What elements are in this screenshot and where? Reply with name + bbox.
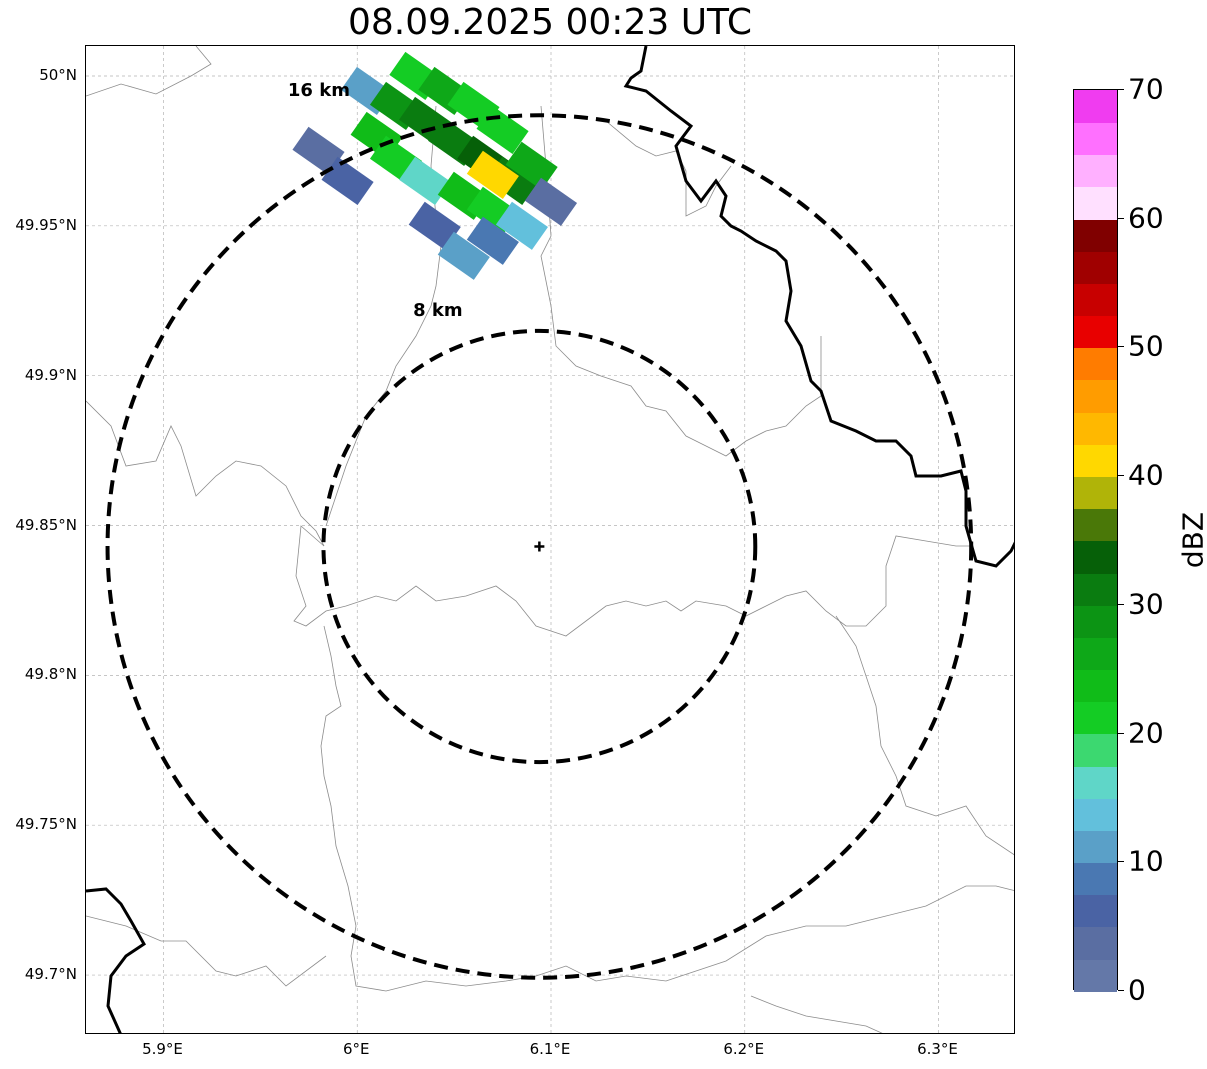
colorbar-segment: [1074, 797, 1117, 831]
border-line: [86, 46, 212, 97]
colorbar-segment: [1074, 154, 1117, 188]
colorbar-tick-label: 30: [1128, 587, 1164, 621]
colorbar-segment: [1074, 733, 1117, 767]
border-line: [605, 120, 732, 217]
range-ring: [321, 328, 758, 765]
colorbar-tick-mark: [1118, 89, 1124, 90]
echo-cell: [505, 141, 558, 190]
colorbar-segment: [1074, 411, 1117, 445]
border-line: [293, 525, 971, 637]
colorbar-segment: [1074, 122, 1117, 156]
echo-cell: [466, 150, 519, 199]
echo-cell: [495, 201, 548, 250]
colorbar-segment: [1074, 283, 1117, 317]
radar-map-panel[interactable]: [85, 45, 1015, 1034]
plot-title: 08.09.2025 00:23 UTC: [347, 2, 753, 43]
border-line: [86, 400, 325, 547]
colorbar-segment: [1074, 701, 1117, 735]
border-line: [320, 625, 537, 992]
colorbar-tick-label: 70: [1128, 72, 1164, 106]
colorbar-segment: [1074, 572, 1117, 606]
echo-cell: [437, 231, 490, 280]
lon-tick-label: 6.1°E: [529, 1040, 571, 1058]
echo-cell: [292, 126, 345, 175]
lon-tick-label: 6°E: [342, 1040, 370, 1058]
lat-tick-label: 49.9°N: [24, 365, 77, 384]
colorbar-segment: [1074, 186, 1117, 220]
colorbar-segment: [1074, 218, 1117, 252]
range-ring-label: 16 km: [287, 79, 350, 101]
radar-map-svg: [86, 46, 1014, 1033]
colorbar-segment: [1074, 669, 1117, 703]
lon-tick-label: 5.9°E: [142, 1040, 183, 1058]
colorbar-segment: [1074, 894, 1117, 928]
country-boundary: [86, 887, 146, 1033]
colorbar-segment: [1074, 765, 1117, 799]
graticule: [86, 46, 1014, 1033]
range-rings: [105, 113, 974, 980]
colorbar-label: dBZ: [1176, 511, 1207, 569]
echo-cell: [408, 201, 461, 250]
colorbar-segment: [1074, 637, 1117, 671]
colorbar-tick-mark: [1118, 217, 1124, 219]
colorbar-segment: [1074, 508, 1117, 542]
colorbar-segment: [1074, 476, 1117, 510]
radar-echoes: [292, 51, 578, 280]
dbz-colorbar: [1073, 89, 1118, 992]
lat-tick-label: 49.95°N: [15, 215, 77, 234]
colorbar-segment: [1074, 862, 1117, 896]
colorbar-tick-mark: [1118, 990, 1124, 991]
border-line: [86, 915, 327, 987]
colorbar-tick-label: 0: [1128, 973, 1146, 1007]
border-line: [325, 105, 442, 527]
echo-cell: [321, 156, 374, 205]
colorbar-segment: [1074, 540, 1117, 574]
border-line: [750, 995, 883, 1033]
colorbar-tick-label: 40: [1128, 458, 1164, 492]
colorbar-tick-mark: [1118, 732, 1124, 734]
lat-tick-label: 50°N: [39, 65, 77, 84]
colorbar-tick-mark: [1118, 475, 1124, 477]
colorbar-segment: [1074, 347, 1117, 381]
country-boundaries: [86, 46, 1014, 1033]
border-line: [535, 885, 1014, 982]
colorbar-segment: [1074, 830, 1117, 864]
colorbar-tick-label: 10: [1128, 844, 1164, 878]
range-ring: [105, 113, 974, 980]
lon-tick-label: 6.3°E: [917, 1040, 958, 1058]
radar-site-marker: [534, 541, 545, 552]
colorbar-segment: [1074, 958, 1117, 992]
range-ring-label: 8 km: [413, 299, 463, 321]
colorbar-segment: [1074, 90, 1117, 123]
border-line: [835, 615, 1014, 856]
colorbar-tick-label: 60: [1128, 201, 1164, 235]
lat-tick-label: 49.85°N: [15, 515, 77, 534]
colorbar-tick-label: 20: [1128, 716, 1164, 750]
lat-tick-label: 49.75°N: [15, 815, 77, 834]
colorbar-tick-mark: [1118, 603, 1124, 605]
lon-tick-label: 6.2°E: [723, 1040, 765, 1058]
echo-cell: [524, 177, 578, 226]
border-line: [540, 105, 822, 457]
echo-cell: [466, 216, 519, 265]
colorbar-tick-mark: [1118, 861, 1124, 863]
colorbar-segment: [1074, 250, 1117, 284]
echo-cell: [399, 156, 452, 205]
country-boundary: [623, 46, 1014, 568]
colorbar-tick-mark: [1118, 346, 1124, 348]
colorbar-segment: [1074, 443, 1117, 477]
colorbar-segment: [1074, 926, 1117, 960]
colorbar-segment: [1074, 315, 1117, 349]
lat-tick-label: 49.7°N: [24, 965, 77, 984]
lat-tick-label: 49.8°N: [24, 665, 77, 684]
colorbar-segment: [1074, 379, 1117, 413]
colorbar-tick-label: 50: [1128, 329, 1164, 363]
colorbar-segment: [1074, 604, 1117, 638]
